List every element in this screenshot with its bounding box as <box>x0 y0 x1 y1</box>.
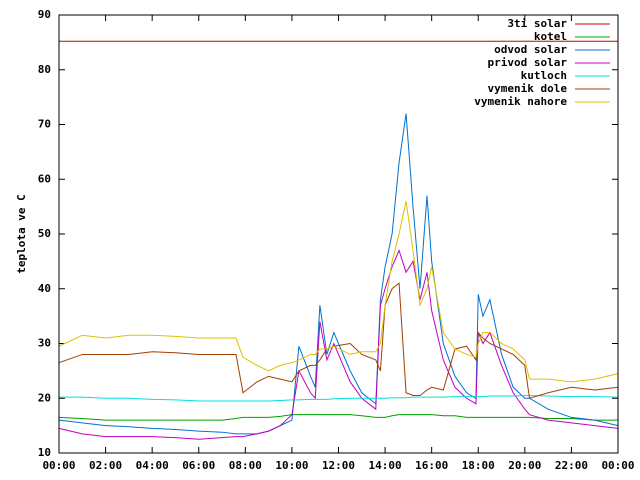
y-axis-label: teplota ve C <box>15 194 28 273</box>
y-tick-label: 90 <box>38 8 51 21</box>
x-tick-label: 10:00 <box>275 459 308 472</box>
y-tick-label: 10 <box>38 446 51 459</box>
x-tick-label: 16:00 <box>415 459 448 472</box>
y-tick-label: 60 <box>38 172 51 185</box>
y-tick-label: 20 <box>38 391 51 404</box>
x-tick-label: 02:00 <box>89 459 122 472</box>
x-tick-label: 04:00 <box>136 459 169 472</box>
legend-label: privod solar <box>488 56 568 69</box>
y-tick-label: 50 <box>38 227 51 240</box>
x-tick-label: 12:00 <box>322 459 355 472</box>
series-line <box>58 201 619 383</box>
y-tick-label: 80 <box>38 63 51 76</box>
legend-label: vymenik nahore <box>474 95 567 108</box>
series-line <box>58 113 619 435</box>
x-tick-label: 00:00 <box>601 459 634 472</box>
x-tick-label: 18:00 <box>462 459 495 472</box>
legend-label: odvod solar <box>494 43 567 56</box>
series-line <box>59 395 619 402</box>
series-line <box>58 248 619 440</box>
x-tick-label: 00:00 <box>42 459 75 472</box>
plot-frame <box>58 14 619 454</box>
x-tick-label: 14:00 <box>369 459 402 472</box>
x-tick-label: 20:00 <box>508 459 541 472</box>
x-tick-label: 08:00 <box>229 459 262 472</box>
series-line <box>58 282 619 399</box>
y-tick-label: 40 <box>38 282 51 295</box>
legend-label: kotel <box>534 30 567 43</box>
x-tick-label: 06:00 <box>182 459 215 472</box>
y-tick-label: 30 <box>38 337 51 350</box>
legend-label: 3ti solar <box>507 17 567 30</box>
y-tick-label: 70 <box>38 118 51 131</box>
series-line <box>58 414 618 421</box>
legend-label: vymenik dole <box>488 82 568 95</box>
x-tick-label: 22:00 <box>555 459 588 472</box>
legend-label: kutloch <box>521 69 567 82</box>
